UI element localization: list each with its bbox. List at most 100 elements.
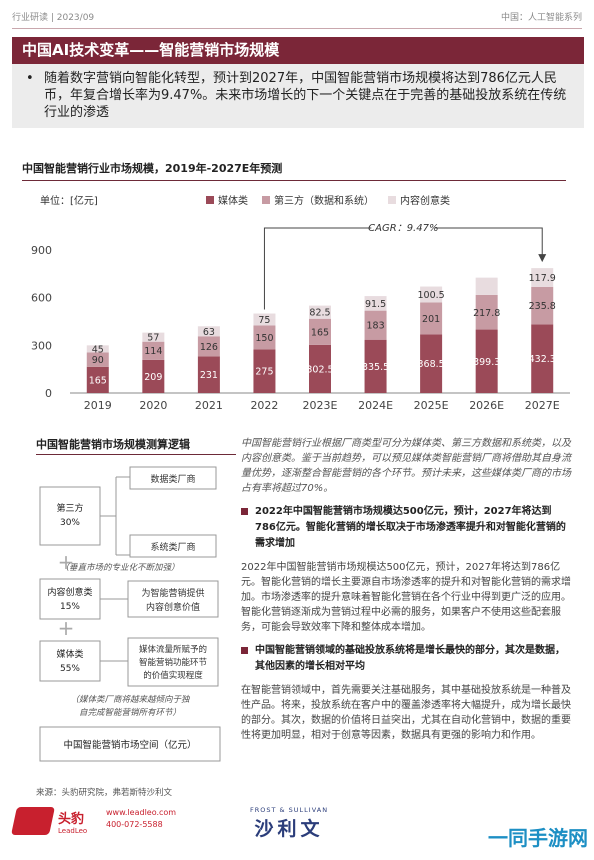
legend-label: 第三方（数据和系统） xyxy=(274,196,374,207)
data-label: 209 xyxy=(144,372,162,383)
chart-title-divider xyxy=(22,180,566,181)
key-point-marker xyxy=(241,508,248,515)
leadleo-mark-icon xyxy=(11,807,55,835)
media-desc-3: 的价值实现程度 xyxy=(143,670,203,681)
data-label: 82.5 xyxy=(309,308,330,319)
y-tick-label: 900 xyxy=(31,244,52,257)
cagr-bracket xyxy=(263,227,543,310)
bar-segment xyxy=(197,336,220,357)
content-desc-2: 内容创意价值 xyxy=(146,601,200,613)
data-label: 183 xyxy=(366,321,384,332)
data-label: 235.8 xyxy=(529,301,556,312)
content-share: 15% xyxy=(60,602,80,612)
legend-item: 媒体类 xyxy=(206,192,248,207)
key-point-marker xyxy=(241,647,248,654)
bar-segment xyxy=(475,277,498,295)
media-box xyxy=(39,640,101,682)
media-desc-2: 智能营销功能环节 xyxy=(139,657,208,668)
data-label: 45 xyxy=(92,344,104,355)
data-label: 90 xyxy=(92,355,104,366)
data-label: 117.9 xyxy=(529,273,556,284)
data-label: 114 xyxy=(144,346,162,357)
watermark: 一同手游网 xyxy=(488,826,588,850)
market-space-box xyxy=(39,726,221,762)
plus-sign-2: + xyxy=(58,616,75,640)
third-party-box xyxy=(39,486,101,546)
x-tick-label: 2026E xyxy=(469,399,504,412)
data-label: 57 xyxy=(147,333,159,344)
leadleo-website: www.leadleo.com xyxy=(106,808,177,817)
legend-label: 媒体类 xyxy=(218,196,248,207)
x-tick-label: 2025E xyxy=(414,399,449,412)
third-party-bracket xyxy=(100,476,130,556)
analysis-intro: 中国智能营销行业根据厂商类型可分为媒体类、第三方数据和系统类，以及内容创意类。鉴… xyxy=(241,438,571,494)
key-point-1-text: 2022年中国智能营销市场规模达500亿元，预计，2027年将达到786亿元。智… xyxy=(255,506,566,549)
legend-item: 内容创意类 xyxy=(388,192,450,207)
note-vertical: （垂直市场的专业化不断加强） xyxy=(60,562,179,573)
logic-panel-title: 中国智能营销市场规模测算逻辑 xyxy=(36,438,190,451)
bar-segment xyxy=(420,286,443,303)
bar-segment xyxy=(253,349,276,393)
page-title: 中国AI技术变革——智能营销市场规模 xyxy=(12,37,584,64)
x-tick-label: 2027E xyxy=(525,399,560,412)
data-label: 302.5 xyxy=(306,364,333,375)
leadleo-en: LeadLeo xyxy=(58,826,88,835)
y-tick-label: 600 xyxy=(31,292,52,305)
data-label: 368.5 xyxy=(418,359,445,370)
fs-en: FROST & SULLIVAN xyxy=(250,806,329,814)
data-label: 231 xyxy=(200,370,218,381)
note-media-2: 自完成智能营销所有环节） xyxy=(79,707,181,718)
bar-segment xyxy=(309,344,331,393)
source-note: 来源：头豹研究院，弗若斯特沙利文 xyxy=(36,788,173,798)
data-label: 217.8 xyxy=(473,308,500,319)
x-tick-label: 2023E xyxy=(303,399,338,412)
leadleo-cn: 头豹 xyxy=(58,811,85,827)
content-box xyxy=(39,578,101,620)
bar-segment xyxy=(420,334,443,393)
paragraph-2: 在智能营销领域中，首先需要关注基础服务，其中基础投放系统是一种普及性产品。将来，… xyxy=(241,685,571,741)
bar-segment xyxy=(86,345,109,353)
leadleo-logo: 头豹 LeadLeo xyxy=(11,807,88,835)
legend-swatch xyxy=(388,195,396,204)
intro-text: 随着数字营销向智能化转型，预计到2027年，中国智能营销市场规模将达到786亿元… xyxy=(44,71,567,120)
analysis-column: 中国智能营销行业根据厂商类型可分为媒体类、第三方数据和系统类，以及内容创意类。鉴… xyxy=(241,436,571,743)
chart-legend: 媒体类 第三方（数据和系统） 内容创意类 xyxy=(206,192,450,207)
bar-segment xyxy=(197,326,220,337)
frost-sullivan-logo: FROST & SULLIVAN 沙利文 xyxy=(250,806,328,841)
data-label: 91.5 xyxy=(365,299,386,310)
data-label: 399.3 xyxy=(473,357,500,368)
leadleo-contact: www.leadleo.com 400-072-5588 xyxy=(106,807,176,831)
key-point-2: 中国智能营销领域的基础投放系统将是增长最快的部分，其次是数据，其他因素的增长相对… xyxy=(241,643,571,675)
content-desc-1: 为智能营销提供 xyxy=(141,587,204,599)
x-tick-label: 2022 xyxy=(250,399,278,412)
system-vendor-label: 系统类厂商 xyxy=(150,541,195,553)
bar-segment xyxy=(531,286,554,325)
media-share: 55% xyxy=(60,664,80,674)
header-left: 行业研读 | 2023/09 xyxy=(12,13,95,23)
data-label: 432.3 xyxy=(529,354,556,365)
cagr-label-bg xyxy=(371,220,436,234)
x-tick-label: 2024E xyxy=(358,399,393,412)
unit-label: 单位：[亿元] xyxy=(40,196,98,207)
bar-segment xyxy=(475,329,498,393)
y-tick-label: 300 xyxy=(31,339,52,352)
intro-box: • 随着数字营销向智能化转型，预计到2027年，中国智能营销市场规模将达到786… xyxy=(12,64,584,128)
cagr-arrowhead xyxy=(538,254,547,263)
content-label: 内容创意类 xyxy=(47,586,92,598)
x-tick-label: 2021 xyxy=(195,399,223,412)
bar-segment xyxy=(86,352,109,367)
bar-segment xyxy=(420,302,443,335)
data-label: 275 xyxy=(255,367,273,378)
paragraph-1: 2022年中国智能营销市场规模达500亿元，预计，2027年将达到786亿元。智… xyxy=(241,562,571,633)
data-label: 100.5 xyxy=(418,290,445,301)
bar-segment xyxy=(364,339,387,393)
bar-segment xyxy=(142,332,165,342)
data-vendor-box xyxy=(129,466,217,490)
bar-segment xyxy=(142,359,165,393)
data-label: 165 xyxy=(311,327,329,338)
bar-segment xyxy=(253,313,276,326)
x-tick-label: 2020 xyxy=(139,399,167,412)
data-label: 201 xyxy=(422,314,440,325)
market-space-label: 中国智能营销市场空间（亿元） xyxy=(63,739,196,751)
bar-segment xyxy=(364,296,387,311)
